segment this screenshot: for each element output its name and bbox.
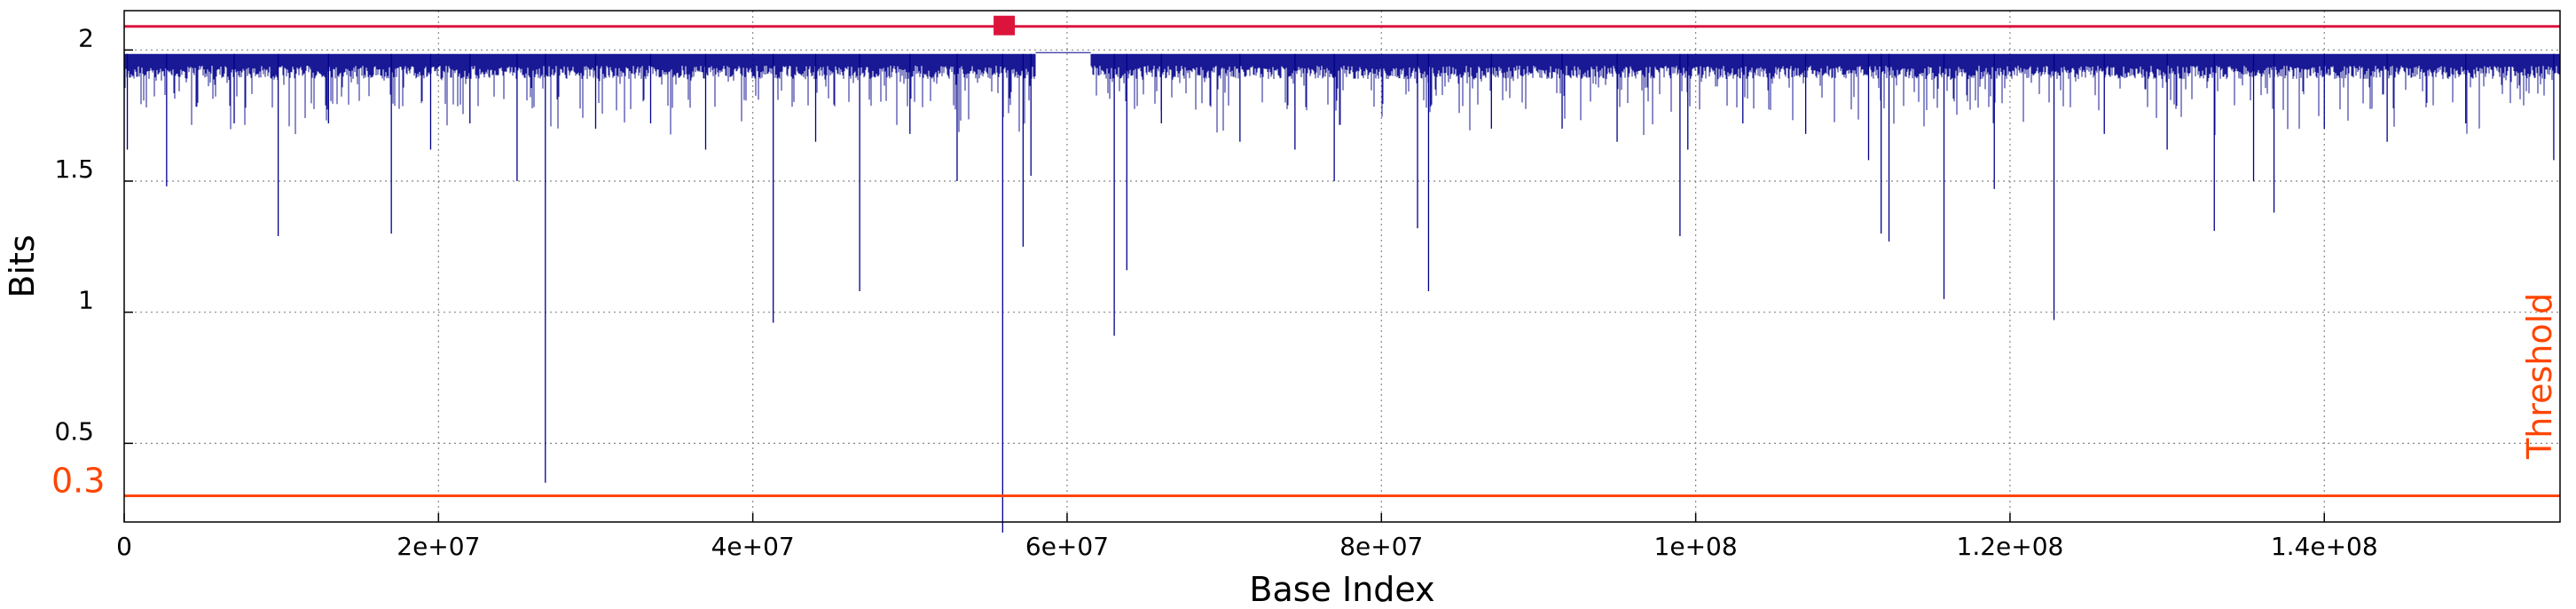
series-signal [123, 53, 2561, 136]
series-bits [123, 51, 2561, 533]
x-tick-label: 1.2e+08 [1957, 532, 2064, 561]
plot-frame [123, 10, 2561, 523]
y-tick-label: 2 [78, 23, 94, 52]
x-axis-label: Base Index [1249, 570, 1434, 609]
reference-lines [124, 15, 2560, 497]
x-tick-label: 1.4e+08 [2271, 532, 2378, 561]
y-tick-label: 1 [78, 286, 94, 315]
x-tick-label: 4e+07 [711, 532, 795, 561]
y-tick-label: 1.5 [54, 154, 94, 184]
threshold-label: Threshold [2520, 293, 2559, 460]
tick-labels: 0 2e+07 4e+07 6e+07 8e+07 1e+08 1.2e+08 1.4e+08… [54, 23, 2377, 561]
marker-square [993, 15, 1016, 36]
x-tick-label: 1e+08 [1654, 532, 1738, 561]
y-tick-label: 0.5 [54, 416, 94, 446]
grid-lines [124, 11, 2560, 522]
x-tick-label: 0 [116, 532, 132, 561]
y-axis-label: Bits [3, 234, 42, 297]
x-tick-label: 8e+07 [1339, 532, 1423, 561]
threshold-value-label: 0.3 [51, 461, 105, 500]
x-tick-label: 6e+07 [1025, 532, 1109, 561]
x-tick-label: 2e+07 [397, 532, 480, 561]
